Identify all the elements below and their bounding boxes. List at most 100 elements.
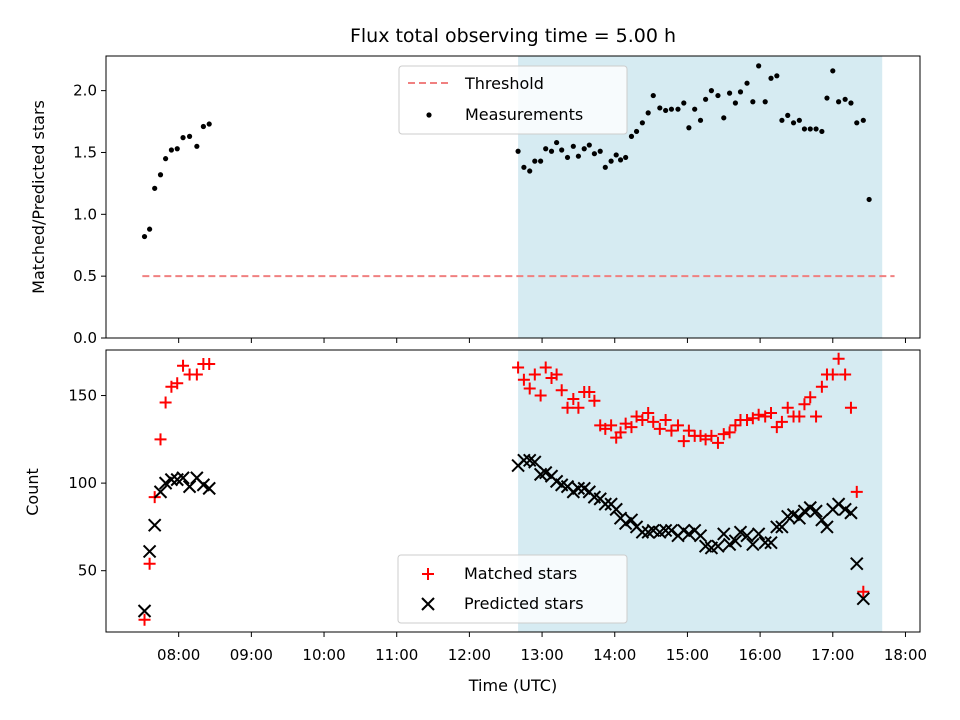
- predicted-star-marker: [528, 455, 542, 469]
- measurement-point: [774, 73, 780, 79]
- legend-predicted-label: Predicted stars: [464, 594, 584, 613]
- measurement-point: [564, 154, 571, 161]
- matched-star-marker: [804, 391, 817, 404]
- matched-star-marker: [647, 415, 660, 428]
- measurement-point: [785, 112, 791, 118]
- measurement-point: [633, 128, 640, 135]
- top-y-tick-label: 2.0: [73, 82, 97, 100]
- matched-star-marker: [614, 426, 627, 439]
- predicted-star-marker: [142, 544, 157, 559]
- matched-star-marker: [729, 419, 742, 432]
- matched-star-marker: [642, 407, 655, 420]
- bottom-x-ticks: 08:00 09:00 10:00 11:00 12:00 13:00 14:00 15:00…: [157, 632, 927, 664]
- matched-star-marker: [677, 435, 690, 448]
- measurement-point: [790, 120, 797, 126]
- x-tick-label: 15:00: [666, 646, 709, 664]
- matched-star-marker: [717, 428, 730, 441]
- matched-star-marker: [512, 361, 525, 374]
- top-y-tick-label: 0.5: [73, 267, 97, 285]
- top-y-ticks: 0.0 0.5 1.0 1.5 2.0: [73, 82, 106, 347]
- matched-star-marker: [517, 373, 530, 386]
- matched-star-marker: [770, 421, 783, 434]
- matched-star-marker: [555, 384, 568, 397]
- top-legend: Threshold Measurements: [398, 65, 628, 135]
- x-tick-label: 10:00: [302, 646, 345, 664]
- measurement-point: [174, 146, 180, 152]
- matched-star-marker: [177, 359, 190, 372]
- measurement-point: [548, 148, 555, 154]
- measurement-point: [515, 148, 521, 154]
- predicted-star-marker: [517, 453, 531, 468]
- matched-star-marker: [171, 377, 184, 390]
- bottom-y-tick-label: 100: [68, 474, 97, 492]
- measurement-point: [842, 96, 848, 102]
- matched-star-marker: [671, 419, 684, 432]
- matched-star-marker: [793, 410, 806, 423]
- predicted-star-marker: [764, 535, 778, 550]
- matched-star-marker: [832, 352, 845, 365]
- matched-star-marker: [528, 368, 541, 381]
- measurement-point: [597, 148, 603, 154]
- matched-star-marker: [665, 424, 678, 437]
- x-tick-label: 17:00: [811, 646, 854, 664]
- matched-star-marker: [844, 401, 857, 414]
- measurement-point: [848, 100, 854, 106]
- top-axes-frame: [105, 55, 921, 339]
- matched-star-marker: [534, 389, 547, 402]
- measurement-point: [819, 128, 825, 135]
- measurement-point: [807, 126, 813, 132]
- predicted-star-marker: [202, 481, 216, 496]
- measurement-point: [663, 107, 669, 114]
- top-y-tick-label: 0.0: [73, 329, 97, 347]
- matched-star-marker: [583, 386, 596, 399]
- measurement-point: [157, 172, 164, 178]
- matched-star-marker: [711, 436, 724, 449]
- measurement-point: [813, 126, 819, 132]
- predicted-star-marker: [164, 472, 179, 487]
- bottom-y-tick-label: 50: [78, 562, 97, 580]
- measurement-point: [575, 153, 582, 159]
- count-panel: Time (UTC) Count 50 100 150 08:00 09:00 10:0…: [23, 349, 927, 695]
- measurement-point: [756, 63, 762, 69]
- matched-star-marker: [523, 382, 536, 395]
- matched-star-marker: [752, 408, 765, 421]
- predicted-star-marker: [792, 511, 807, 525]
- x-tick-label: 11:00: [375, 646, 418, 664]
- measurement-point: [721, 115, 727, 121]
- matched-star-marker: [741, 414, 754, 427]
- legend-matched-label: Matched stars: [464, 564, 577, 583]
- measurement-point: [854, 120, 860, 126]
- measurement-point: [686, 125, 692, 131]
- bottom-y-axis-label: Count: [23, 468, 42, 516]
- predicted-star-marker: [856, 592, 871, 606]
- measurement-point: [559, 147, 565, 153]
- predicted-star-marker: [809, 504, 823, 518]
- x-tick-label: 09:00: [230, 646, 273, 664]
- top-legend-box: [398, 65, 628, 135]
- measurement-point: [591, 151, 598, 157]
- measurement-point: [570, 143, 576, 149]
- matched-star-marker: [850, 485, 863, 498]
- legend-predicted-swatch: [421, 597, 435, 611]
- measurement-point: [744, 80, 750, 86]
- measurement-point: [162, 156, 169, 162]
- measurement-point: [824, 95, 830, 101]
- matched-star-marker: [682, 424, 695, 437]
- top-y-tick-label: 1.5: [73, 143, 97, 161]
- measurement-point: [581, 146, 587, 152]
- measurement-point: [866, 196, 872, 203]
- measurement-point: [623, 154, 629, 161]
- measurement-point: [168, 147, 175, 153]
- predicted-star-marker: [153, 485, 168, 499]
- matched-stars-points: [138, 352, 870, 626]
- measurement-point: [750, 99, 756, 105]
- measurement-point: [147, 226, 153, 232]
- matched-star-marker: [190, 368, 203, 381]
- matched-star-marker: [567, 393, 580, 406]
- measurement-point: [527, 168, 533, 174]
- ratio-panel: Flux total observing time = 5.00 h Match…: [29, 25, 921, 347]
- predicted-star-marker: [733, 525, 748, 539]
- measurement-point: [681, 100, 687, 106]
- x-tick-label: 08:00: [157, 646, 200, 664]
- x-tick-label: 14:00: [593, 646, 636, 664]
